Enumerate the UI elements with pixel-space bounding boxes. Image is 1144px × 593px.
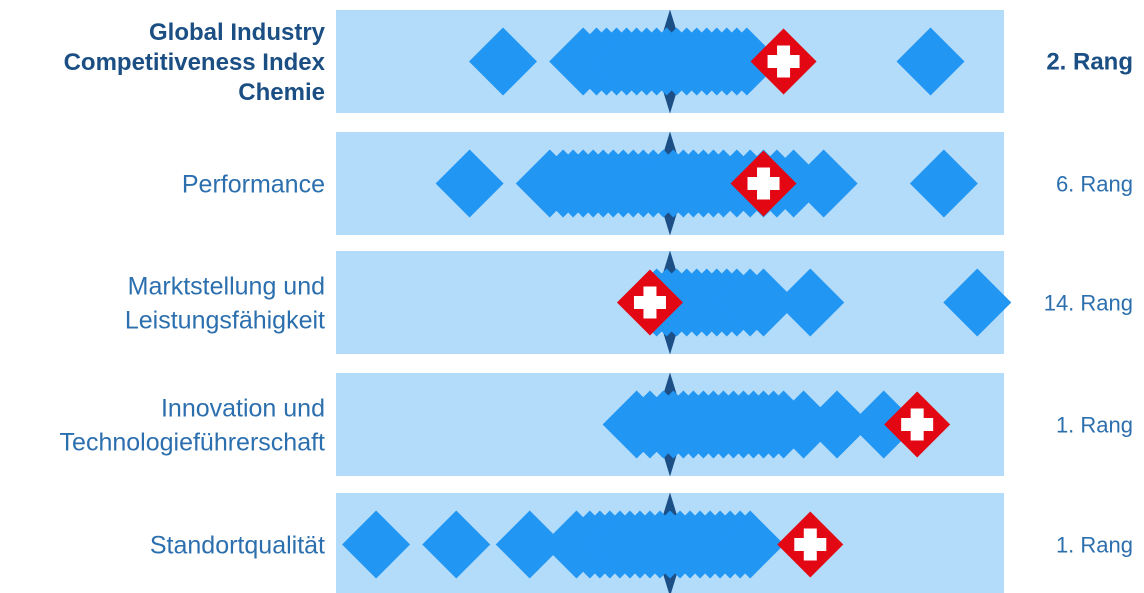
switzerland-point [777,511,844,578]
row-label-line: Performance [182,171,325,199]
row-1: Performance 6. Rang [182,131,1133,236]
switzerland-point [616,269,683,336]
country-point [729,268,798,337]
country-point [495,510,564,579]
country-point [716,510,785,579]
row-0: Global Industry Competitiveness Index Chem… [64,9,1133,114]
row-label-line: Standortqualität [150,532,325,560]
row-label: Innovation und Technologieführerschaft [60,395,325,457]
row-label: Marktstellung und Leistungsfähigkeit [125,273,325,335]
country-point [435,149,504,218]
row-label-line: Competitiveness Index [64,49,326,76]
row-label-line: Leistungsfähigkeit [125,307,325,335]
row-label-line: Technologieführerschaft [60,429,325,457]
switzerland-point [730,150,797,217]
switzerland-point [884,391,951,458]
country-point [943,268,1012,337]
row-3: Innovation und Technologieführerschaft 1. … [60,372,1133,477]
rank-label: 2. Rang [1046,49,1133,76]
country-point [342,510,411,579]
country-point [776,268,845,337]
row-label: Performance [182,171,325,199]
country-point [469,27,537,96]
rank-label: 1. Rang [1056,533,1133,558]
row-label-line: Innovation und [161,395,325,423]
row-label-line: Marktstellung und [128,273,325,301]
row-label: Standortqualität [150,532,325,560]
rank-label: 1. Rang [1056,413,1133,438]
row-4: Standortqualität 1. Rang [150,492,1133,593]
country-point [909,149,978,218]
country-point [789,149,858,218]
row-2: Marktstellung und Leistungsfähigkeit 14. R… [125,250,1133,355]
row-label-line: Chemie [238,79,325,106]
country-point [849,390,918,459]
country-point [712,27,781,96]
country-point [422,510,491,579]
country-point [803,390,871,459]
rank-label: 6. Rang [1056,172,1133,197]
country-point [896,27,965,96]
row-label: Global Industry Competitiveness Index Chem… [64,19,326,106]
row-label-line: Global Industry [149,19,326,46]
switzerland-point [750,28,817,95]
rank-label: 14. Rang [1044,291,1133,316]
